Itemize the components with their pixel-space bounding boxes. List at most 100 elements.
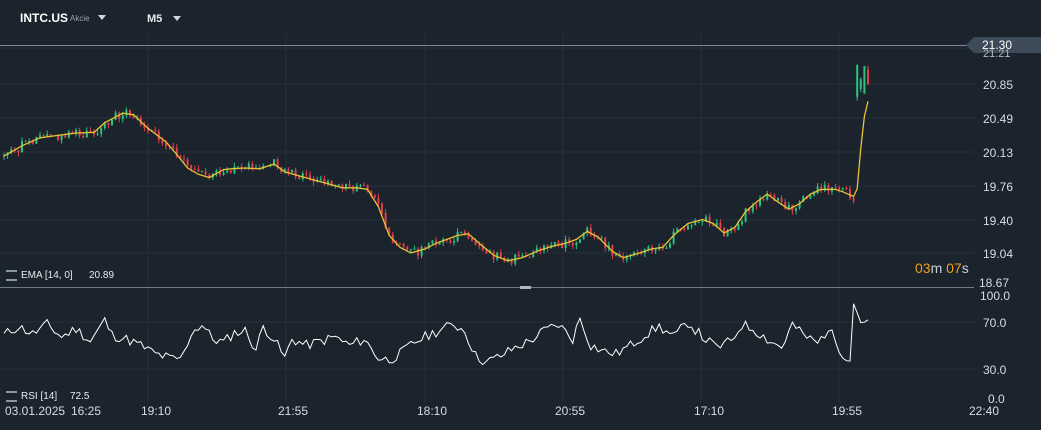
current-price-value: 21.30 xyxy=(982,38,1013,52)
symbol-selector[interactable]: INTC.US xyxy=(20,11,68,25)
candle-body xyxy=(337,184,340,186)
candle-body xyxy=(186,159,189,166)
candle-body xyxy=(17,150,20,153)
candle-body xyxy=(175,147,178,157)
candle-body xyxy=(859,79,862,90)
candle-body xyxy=(226,170,229,173)
candle-body xyxy=(633,252,635,256)
candle-body xyxy=(460,231,463,233)
candle-body xyxy=(784,201,787,209)
rsi-axis-label: 30.0 xyxy=(983,363,1007,377)
candle-body xyxy=(816,186,819,194)
candle-body xyxy=(593,235,596,238)
candle-body xyxy=(370,191,373,196)
price-axis-label: 19.76 xyxy=(983,180,1014,194)
candle-body xyxy=(463,231,466,236)
candle-body xyxy=(744,208,747,222)
candle-body xyxy=(863,66,866,94)
candle-body xyxy=(867,69,869,84)
candle-body xyxy=(413,248,416,250)
candle-body xyxy=(301,173,304,180)
candle-body xyxy=(449,240,452,243)
candle-body xyxy=(499,252,502,258)
candle-body xyxy=(381,203,383,214)
timeframe-dropdown-icon[interactable] xyxy=(173,16,181,21)
candle-body xyxy=(535,248,538,253)
candle-body xyxy=(823,184,826,192)
candle-body xyxy=(233,166,236,173)
candle-body xyxy=(276,159,279,168)
candle-body xyxy=(147,127,149,131)
candle-body xyxy=(561,244,563,248)
candle-body xyxy=(586,227,589,233)
candle-countdown: 03m 07s xyxy=(915,260,969,276)
candle-body xyxy=(204,171,207,175)
ema-label: EMA [14, 0] xyxy=(21,270,73,281)
candle-body xyxy=(287,169,290,173)
candle-body xyxy=(687,225,689,230)
candle-body xyxy=(769,194,772,196)
candle-body xyxy=(10,149,13,153)
candle-body xyxy=(672,231,675,244)
candle-body xyxy=(359,185,362,187)
candle-body xyxy=(852,198,855,202)
candle-body xyxy=(183,158,185,160)
candle-body xyxy=(352,186,355,192)
candle-body xyxy=(121,115,124,119)
candle-body xyxy=(363,185,365,187)
candle-body xyxy=(543,245,545,251)
candle-body xyxy=(435,240,437,245)
candle-body xyxy=(705,216,707,221)
candle-body xyxy=(834,187,837,189)
rsi-label: RSI [14] xyxy=(21,391,58,402)
candle-body xyxy=(391,234,394,243)
time-axis-label: 20:55 xyxy=(555,404,586,418)
candle-body xyxy=(129,109,131,116)
rsi-axis-label: 100.0 xyxy=(980,289,1011,303)
candle-body xyxy=(132,115,135,119)
candle-body xyxy=(348,183,351,187)
time-axis-label: 19:55 xyxy=(832,404,863,418)
price-axis-label: 19.04 xyxy=(983,247,1014,261)
countdown-seconds: 07 xyxy=(946,260,962,276)
chart-toolbar: INTC.US Akcie M5 xyxy=(0,0,1041,34)
candle-body xyxy=(21,141,23,153)
candle-body xyxy=(172,146,175,148)
candle-body xyxy=(838,187,841,190)
candle-body xyxy=(319,178,322,181)
candle-body xyxy=(406,246,409,250)
candle-body xyxy=(125,109,128,116)
candle-body xyxy=(694,222,697,226)
candle-body xyxy=(636,252,639,254)
candle-body xyxy=(568,239,571,243)
candle-body xyxy=(474,240,477,245)
ema-value: 20.89 xyxy=(89,270,115,281)
pane-resize-handle[interactable] xyxy=(520,286,531,289)
candle-body xyxy=(507,258,509,262)
candle-body xyxy=(298,176,301,180)
rsi-settings-icon[interactable] xyxy=(6,391,17,402)
ema-settings-icon[interactable] xyxy=(6,270,17,281)
candle-body xyxy=(751,205,754,212)
candle-body xyxy=(197,169,200,172)
candle-body xyxy=(294,169,297,177)
price-axis-label: 21.21 xyxy=(983,48,1011,60)
candle-body xyxy=(604,237,607,248)
symbol-dropdown-icon[interactable] xyxy=(98,15,106,20)
candle-body xyxy=(366,185,369,192)
candle-body xyxy=(46,134,49,137)
candle-body xyxy=(841,188,844,190)
candle-body xyxy=(485,250,488,254)
timeframe-selector[interactable]: M5 xyxy=(147,13,163,25)
candle-body xyxy=(665,247,668,249)
candle-body xyxy=(330,180,333,187)
candle-body xyxy=(759,198,761,206)
candle-body xyxy=(553,241,556,245)
candle-body xyxy=(345,183,347,189)
candle-body xyxy=(517,254,520,257)
candle-body xyxy=(96,133,99,135)
candle-body xyxy=(719,222,722,228)
candle-body xyxy=(377,197,380,204)
candle-body xyxy=(190,165,193,169)
